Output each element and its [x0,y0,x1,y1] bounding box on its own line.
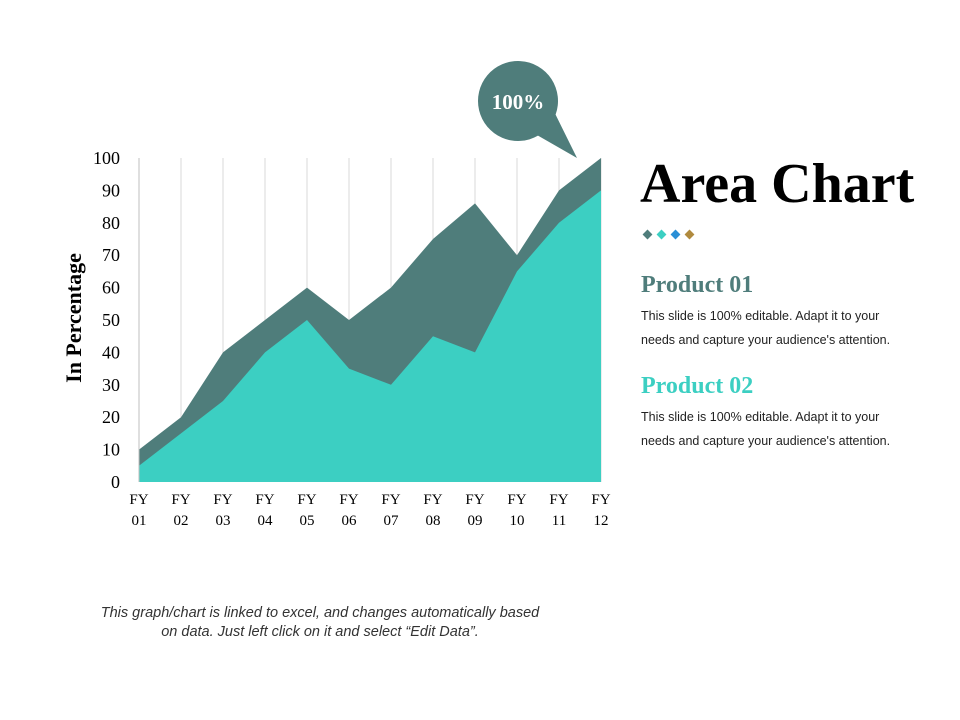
series-2-area [139,190,601,482]
callout-label: 100% [492,90,545,114]
chart-footnote: This graph/chart is linked to excel, and… [60,604,580,642]
x-tick-label: FY 06 [339,492,358,529]
y-tick-label: 60 [102,278,120,298]
y-axis-label: In Percentage [61,253,86,383]
y-tick-label: 0 [111,472,120,492]
x-axis-ticks: FY 01 FY 02 FY 03 FY 04 FY 05 FY 06 FY 07 FY 08 FY 09 FY 10… [129,492,610,529]
footnote-line-1: This graph/chart is linked to excel, and… [100,605,540,621]
x-tick-label: FY 01 [129,492,148,529]
diamond-icon [642,229,653,240]
product-02-description: This slide is 100% editable. Adapt it to… [641,405,941,453]
y-tick-label: 90 [102,180,120,200]
diamond-icon [670,229,681,240]
y-tick-label: 80 [102,213,120,233]
x-tick-label: FY 10 [507,492,526,529]
x-tick-label: FY 07 [381,492,400,529]
y-tick-label: 50 [102,310,120,330]
chart-areas [139,158,601,482]
callout-bubble: 100% [478,60,577,159]
decorative-dots [642,229,695,240]
y-tick-label: 10 [102,440,120,460]
callout-shape [478,60,577,159]
y-tick-label: 20 [102,407,120,427]
x-tick-label: FY 12 [591,492,610,529]
y-axis-ticks: 0 10 20 30 40 50 60 70 80 90 100 [93,148,120,492]
x-tick-label: FY 08 [423,492,442,529]
product-01-description: This slide is 100% editable. Adapt it to… [641,304,941,352]
y-tick-label: 40 [102,342,120,362]
product-01-heading: Product 01 [641,272,754,298]
y-tick-label: 30 [102,375,120,395]
y-tick-label: 70 [102,245,120,265]
product-02-line-2: needs and capture your audience's attent… [641,434,891,448]
x-tick-label: FY 02 [171,492,190,529]
product-01-line-1: This slide is 100% editable. Adapt it to… [641,309,880,323]
footnote-line-2: on data. Just left click on it and selec… [161,624,479,640]
x-tick-label: FY 03 [213,492,232,529]
y-tick-label: 100 [93,148,120,168]
x-tick-label: FY 04 [255,492,274,529]
product-02-heading: Product 02 [641,373,754,399]
product-02-line-1: This slide is 100% editable. Adapt it to… [641,410,880,424]
x-tick-label: FY 11 [549,492,568,529]
diamond-icon [684,229,695,240]
diamond-icon [656,229,667,240]
x-tick-label: FY 05 [297,492,316,529]
product-01-line-2: needs and capture your audience's attent… [641,333,891,347]
x-tick-label: FY 09 [465,492,484,529]
slide-title: Area Chart [640,153,915,215]
